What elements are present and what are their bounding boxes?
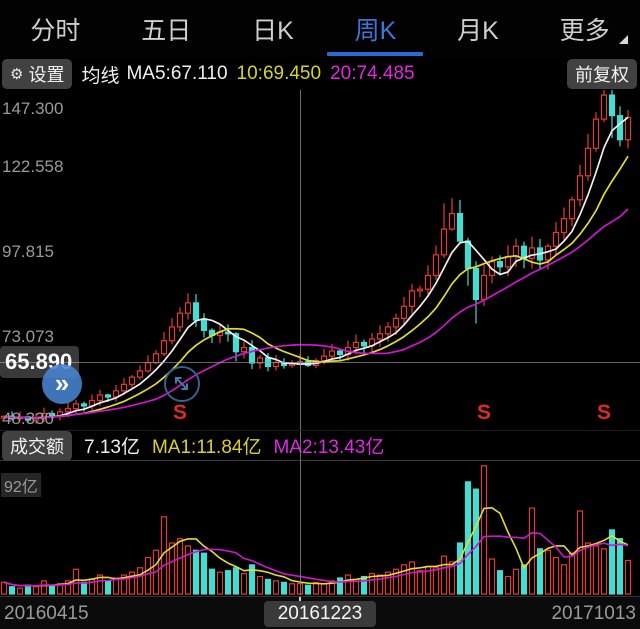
x-axis-label-left: 20160415 (4, 602, 89, 624)
diagonal-resize-icon (175, 377, 188, 390)
settings-label: 设置 (28, 65, 65, 85)
candle-chart-canvas[interactable] (0, 90, 640, 430)
volume-header-row: 成交额 7.13亿 MA1:11.84亿 MA2:13.43亿 (0, 430, 640, 461)
double-chevron-right-icon: » (54, 367, 70, 398)
y-axis-label: 73.073 (2, 327, 54, 346)
volume-axis-max-label: 92亿 (1, 473, 41, 497)
ma10-value: 10:69.450 (236, 63, 322, 84)
x-axis-label-right: 20171013 (551, 602, 636, 624)
ma5-value: MA5:67.110 (126, 63, 228, 84)
volume-ma2-value: MA2:13.43亿 (273, 437, 385, 458)
y-axis-label: 97.815 (2, 242, 54, 261)
turnover-panel-button[interactable]: 成交额 (2, 430, 72, 461)
sell-signal-s: S (597, 401, 612, 424)
crosshair-date-badge: 20161223 (263, 600, 377, 627)
y-axis-label: 48.330 (2, 409, 54, 428)
settings-button[interactable]: ⚙ 设置 (2, 59, 73, 89)
crosshair-axis-tick (299, 597, 301, 601)
forward-adjust-button[interactable]: 前复权 (567, 59, 637, 89)
tab-more[interactable]: 更多 (552, 0, 628, 58)
x-axis-row: 20160415 20161223 20171013 (0, 596, 640, 629)
y-axis-label: 122.558 (2, 157, 64, 176)
volume-chart-canvas[interactable] (0, 460, 640, 596)
y-axis-label: 147.300 (2, 99, 64, 118)
more-dropdown-triangle-icon (618, 35, 628, 44)
tab-fenshi[interactable]: 分时 (30, 17, 81, 45)
turnover-value: 7.13亿 (84, 437, 140, 458)
gear-icon: ⚙ (10, 64, 24, 83)
period-tabbar: 分时 五日 日K 周K 月K 更多 (0, 0, 640, 58)
tab-monthly-k[interactable]: 月K (457, 17, 499, 45)
crosshair-vertical-line (300, 90, 301, 595)
tab-daily-k[interactable]: 日K (252, 17, 294, 45)
crosshair-horizontal-line (0, 362, 640, 363)
sell-signal-s: S (173, 401, 188, 424)
sell-signal-s: S (477, 401, 492, 424)
ma-header-row: ⚙ 设置 均线 MA5:67.110 10:69.450 20:74.485 前… (0, 58, 640, 90)
volume-ma1-value: MA1:11.84亿 (151, 437, 262, 458)
fullscreen-resize-button[interactable] (164, 366, 200, 402)
expand-panel-button[interactable]: » (42, 364, 82, 404)
ma-title: 均线 (81, 65, 120, 87)
ma20-value: 20:74.485 (330, 63, 415, 84)
tab-five-day[interactable]: 五日 (141, 17, 192, 45)
tab-weekly-k[interactable]: 周K (347, 0, 405, 58)
volume-chart[interactable]: 92亿 (0, 460, 640, 596)
